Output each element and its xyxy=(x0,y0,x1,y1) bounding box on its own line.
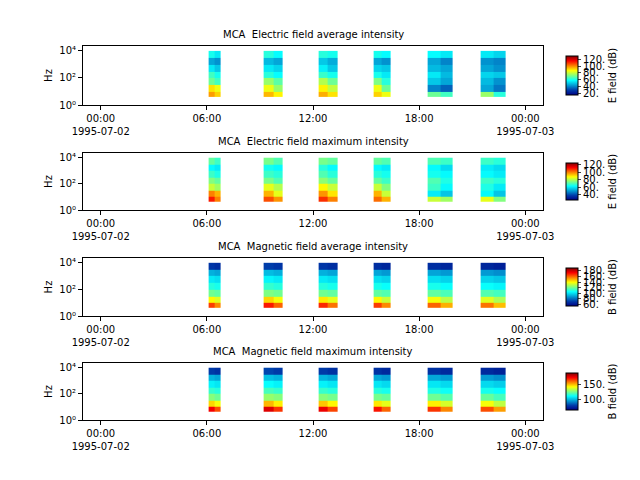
svg-text:MCA Magnetic field average in: MCA Magnetic field average intensity xyxy=(218,241,408,252)
svg-text:100.: 100. xyxy=(583,167,605,178)
svg-text:18:00: 18:00 xyxy=(405,218,434,229)
svg-text:00:001995-07-03: 00:001995-07-03 xyxy=(496,113,554,137)
svg-text:00:001995-07-02: 00:001995-07-02 xyxy=(72,428,130,452)
svg-text:80.: 80. xyxy=(583,174,599,185)
svg-text:Hz: Hz xyxy=(43,281,54,294)
svg-text:180.: 180. xyxy=(583,265,605,276)
svg-text:100.: 100. xyxy=(583,288,605,299)
svg-text:12:00: 12:00 xyxy=(299,218,328,229)
svg-text:B field (dB): B field (dB) xyxy=(607,364,618,420)
svg-text:06:00: 06:00 xyxy=(192,218,221,229)
svg-text:80.: 80. xyxy=(583,293,599,304)
svg-text:100.: 100. xyxy=(583,394,605,405)
svg-text:10⁰: 10⁰ xyxy=(59,311,76,322)
svg-text:12:00: 12:00 xyxy=(299,428,328,439)
svg-text:10⁰: 10⁰ xyxy=(59,205,76,216)
svg-text:06:00: 06:00 xyxy=(192,428,221,439)
svg-text:18:00: 18:00 xyxy=(405,113,434,124)
svg-text:12:00: 12:00 xyxy=(299,324,328,335)
svg-text:00:001995-07-02: 00:001995-07-02 xyxy=(72,324,130,348)
svg-text:60.: 60. xyxy=(583,299,599,310)
svg-text:E field (dB): E field (dB) xyxy=(607,154,618,209)
svg-text:MCA Magnetic field maximum in: MCA Magnetic field maximum intensity xyxy=(213,346,413,357)
svg-text:06:00: 06:00 xyxy=(192,324,221,335)
svg-text:00:001995-07-02: 00:001995-07-02 xyxy=(72,218,130,242)
svg-text:120.: 120. xyxy=(583,54,605,65)
svg-text:20.: 20. xyxy=(583,88,599,99)
svg-text:E field (dB): E field (dB) xyxy=(607,48,618,103)
svg-text:40.: 40. xyxy=(583,81,599,92)
svg-text:00:001995-07-03: 00:001995-07-03 xyxy=(496,218,554,242)
svg-text:100.: 100. xyxy=(583,61,605,72)
svg-text:10²: 10² xyxy=(59,72,76,83)
svg-text:00:001995-07-02: 00:001995-07-02 xyxy=(72,113,130,137)
svg-text:10⁰: 10⁰ xyxy=(59,415,76,426)
svg-text:Hz: Hz xyxy=(43,175,54,188)
svg-text:06:00: 06:00 xyxy=(192,113,221,124)
svg-text:140.: 140. xyxy=(583,277,605,288)
svg-text:00:001995-07-03: 00:001995-07-03 xyxy=(496,428,554,452)
svg-text:40.: 40. xyxy=(583,189,599,200)
svg-text:Hz: Hz xyxy=(43,385,54,398)
svg-text:00:001995-07-03: 00:001995-07-03 xyxy=(496,324,554,348)
svg-text:150.: 150. xyxy=(583,379,605,390)
svg-text:18:00: 18:00 xyxy=(405,428,434,439)
svg-text:60.: 60. xyxy=(583,74,599,85)
svg-text:10²: 10² xyxy=(59,178,76,189)
svg-text:Hz: Hz xyxy=(43,69,54,82)
svg-text:10⁴: 10⁴ xyxy=(59,257,76,268)
svg-text:10⁴: 10⁴ xyxy=(59,152,76,163)
svg-text:160.: 160. xyxy=(583,271,605,282)
svg-text:10⁴: 10⁴ xyxy=(59,362,76,373)
svg-text:60.: 60. xyxy=(583,182,599,193)
svg-text:12:00: 12:00 xyxy=(299,113,328,124)
svg-text:10²: 10² xyxy=(59,284,76,295)
svg-text:10⁴: 10⁴ xyxy=(59,45,76,56)
svg-text:MCA Electric field average in: MCA Electric field average intensity xyxy=(223,29,404,40)
svg-text:10⁰: 10⁰ xyxy=(59,100,76,111)
svg-text:18:00: 18:00 xyxy=(405,324,434,335)
svg-text:120.: 120. xyxy=(583,159,605,170)
svg-text:B field (dB): B field (dB) xyxy=(607,259,618,315)
svg-text:120.: 120. xyxy=(583,282,605,293)
svg-text:10²: 10² xyxy=(59,388,76,399)
svg-text:MCA Electric field maximum in: MCA Electric field maximum intensity xyxy=(218,136,409,147)
svg-text:80.: 80. xyxy=(583,67,599,78)
